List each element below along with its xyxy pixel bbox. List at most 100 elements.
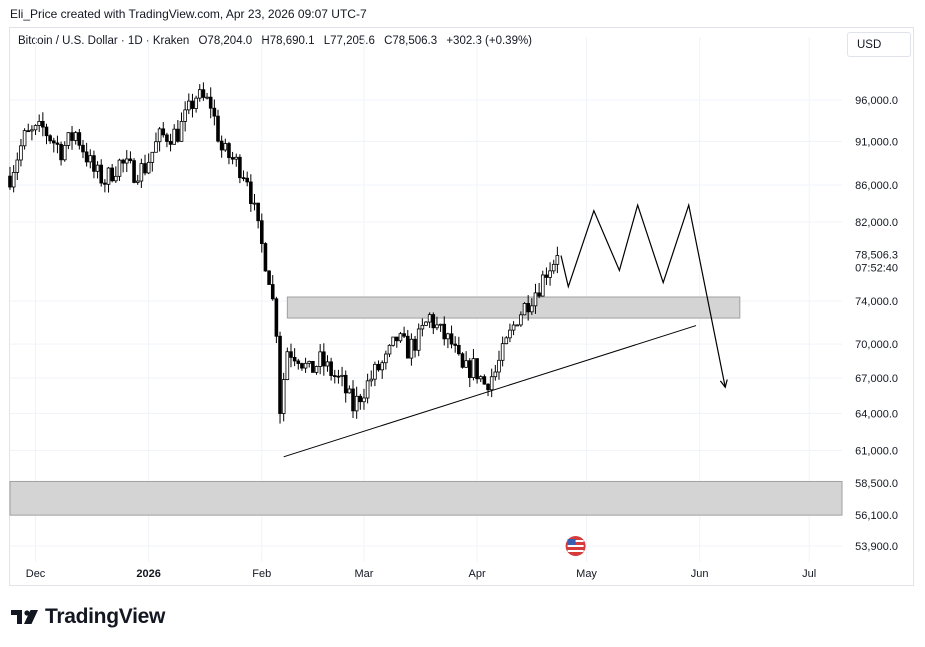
candle: [22, 128, 27, 150]
candle: [489, 368, 494, 398]
candle: [369, 370, 374, 387]
candle-body: [511, 324, 516, 331]
candle-body: [376, 363, 381, 371]
candle-body: [238, 156, 242, 179]
candle: [420, 318, 425, 337]
candle-body: [281, 379, 286, 414]
candle-body: [187, 100, 191, 111]
candle: [73, 130, 78, 145]
candle-body: [135, 180, 140, 183]
candle: [219, 135, 224, 158]
candle: [365, 373, 370, 404]
candle: [347, 385, 352, 394]
candle-body: [409, 338, 414, 359]
candle: [376, 360, 381, 372]
candle-body: [81, 144, 85, 153]
ohlc-change: +302.3 (+0.39%): [446, 35, 533, 47]
candle-body: [37, 120, 41, 126]
candle: [533, 283, 538, 314]
x-axis-tick-label: Dec: [26, 568, 46, 580]
candle: [457, 336, 461, 356]
candle: [139, 158, 144, 188]
candle: [460, 352, 465, 369]
candle: [55, 135, 60, 154]
y-axis-tick-label: 86,000.0: [855, 180, 898, 192]
candle-body: [533, 292, 538, 307]
candle-body: [168, 141, 173, 145]
us-flag-icon[interactable]: [565, 536, 586, 556]
candle-body: [457, 344, 461, 355]
candle-body: [329, 361, 333, 376]
x-axis-tick-label: Apr: [469, 568, 486, 580]
candle-body: [526, 303, 530, 313]
candle: [380, 360, 385, 379]
candle-body: [55, 142, 60, 145]
tradingview-logo-text: TradingView: [45, 605, 166, 628]
candle-body: [263, 243, 268, 272]
candle: [238, 154, 242, 184]
candle-body: [179, 120, 184, 142]
candle-body: [201, 89, 206, 98]
candle: [241, 170, 246, 182]
ohlc-open: O78,204.0: [198, 35, 253, 47]
candle-body: [489, 376, 494, 391]
candle: [504, 336, 509, 345]
candle-body: [500, 343, 505, 361]
candle: [281, 372, 286, 422]
candle: [267, 270, 271, 285]
candle: [387, 344, 392, 358]
candle-body: [493, 371, 498, 378]
candle: [59, 141, 63, 166]
candle: [132, 158, 136, 184]
candle: [453, 336, 457, 353]
candle-body: [325, 361, 330, 367]
candle-body: [478, 376, 483, 380]
candle-body: [482, 376, 487, 385]
candle-body: [110, 167, 114, 182]
candle: [478, 375, 483, 383]
candle: [33, 124, 38, 135]
candle: [522, 302, 527, 316]
candle-body: [66, 132, 71, 146]
flag-stripe: [567, 550, 584, 552]
candle: [150, 151, 155, 172]
candle-body: [106, 167, 111, 185]
candle-body: [62, 145, 67, 161]
candle-body: [292, 356, 297, 362]
candle: [161, 122, 166, 138]
candle-body: [176, 128, 180, 142]
candle-body: [59, 143, 63, 161]
candle: [438, 323, 443, 332]
candle-body: [351, 388, 355, 412]
price-chart[interactable]: 96,000.0 91,000.0 86,000.0 82,000.0 74,000.0…: [0, 0, 925, 600]
candle: [296, 358, 301, 370]
candle: [446, 332, 450, 349]
candle: [81, 139, 85, 159]
candle: [413, 335, 417, 358]
candle: [449, 325, 454, 349]
candle: [300, 362, 304, 371]
currency-button[interactable]: USD: [847, 32, 911, 57]
candle: [216, 109, 220, 143]
candle: [395, 336, 399, 348]
candle-body: [435, 324, 439, 329]
candle: [391, 336, 395, 347]
y-axis-tick-label: 56,100.0: [855, 510, 898, 522]
candle-body: [259, 220, 264, 244]
candle-body: [380, 362, 385, 371]
candle: [103, 179, 107, 193]
symbol-name[interactable]: Bitcoin / U.S. Dollar · 1D · Kraken: [18, 35, 190, 47]
candle: [146, 153, 151, 175]
zone-rectangle: [286, 296, 741, 319]
candle-body: [391, 336, 395, 346]
candle-body: [77, 132, 82, 146]
trendline: [283, 325, 697, 458]
candle: [540, 270, 545, 297]
candle-body: [347, 388, 352, 394]
tradingview-logo[interactable]: TradingView: [11, 605, 165, 629]
candle: [62, 141, 67, 162]
candle: [187, 93, 191, 115]
candle: [121, 158, 125, 173]
y-axis-tick-label: 70,000.0: [855, 339, 898, 351]
candle-body: [139, 163, 144, 182]
